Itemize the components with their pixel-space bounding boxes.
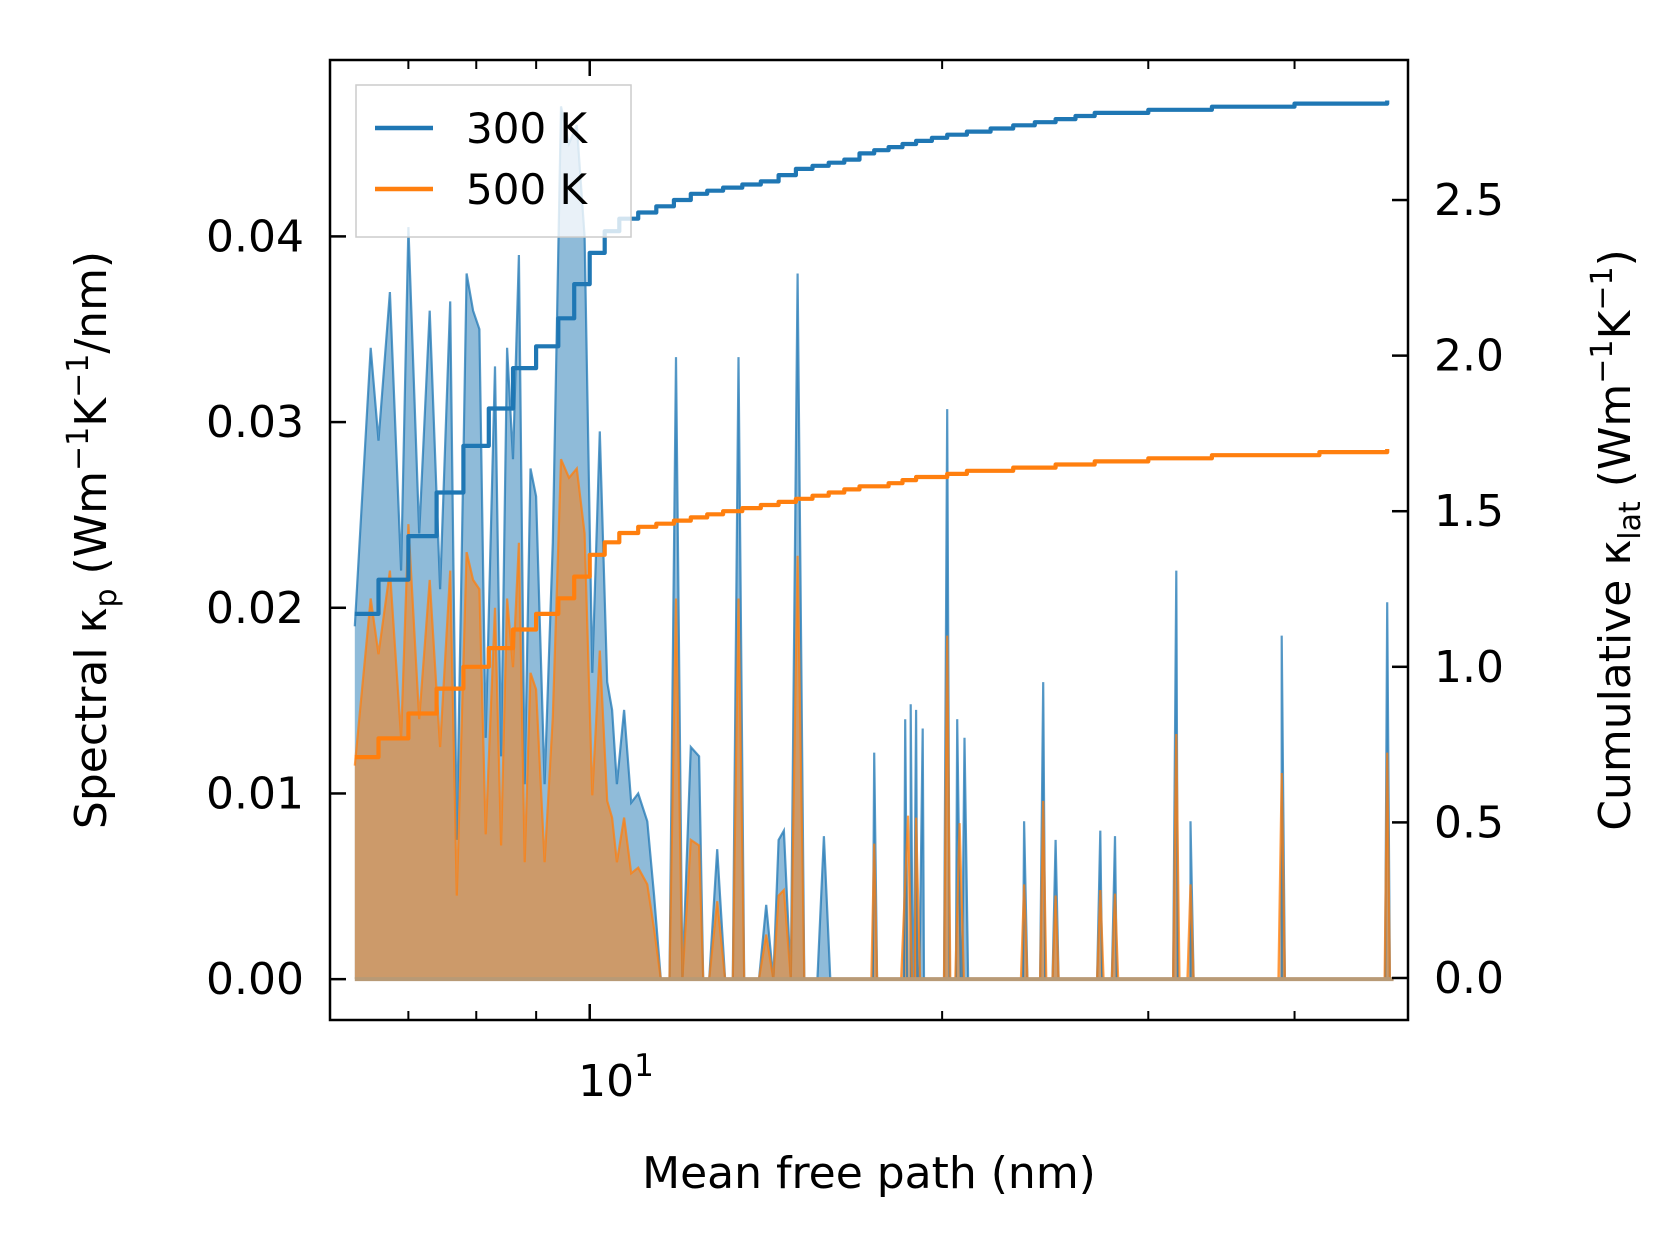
x-axis-label: Mean free path (nm) bbox=[642, 1148, 1096, 1199]
y-left-tick-label: 0.04 bbox=[206, 211, 304, 262]
y-right-tick-label: 2.0 bbox=[1434, 331, 1504, 382]
legend-label-300k: 300 K bbox=[466, 104, 589, 153]
x-tick-label-10: 101 bbox=[578, 1048, 654, 1107]
y-right-tick-label: 0.5 bbox=[1434, 797, 1504, 848]
y-label-left-sup1: −1 bbox=[61, 427, 96, 471]
cumulative-300k-line bbox=[354, 100, 1390, 616]
y-right-tick-label: 1.0 bbox=[1434, 642, 1504, 693]
y-left-tick-label: 0.02 bbox=[206, 583, 304, 634]
y-left-tick-label: 0.00 bbox=[206, 954, 304, 1005]
y-label-right-sup1: −1 bbox=[1585, 339, 1620, 383]
y-axis-label-left: Spectral κp (Wm−1K−1/nm) bbox=[61, 251, 124, 829]
legend-box bbox=[355, 84, 632, 238]
spectral-300k-fill bbox=[354, 106, 1390, 980]
y-axis-label-right: Cumulative κlat (Wm−1K−1) bbox=[1585, 249, 1648, 831]
cumulative-500k-line bbox=[354, 449, 1390, 760]
series-lines bbox=[353, 100, 1394, 982]
axis-ticks: 0.00 0.01 0.02 0.03 0.04 0.0 0.5 1.0 1.5 2.0 2.5 bbox=[206, 60, 1504, 1020]
y-label-right-sup2: −1 bbox=[1585, 266, 1620, 310]
y-right-tick-label: 0.0 bbox=[1434, 953, 1504, 1004]
y-label-right-sub: lat bbox=[1613, 501, 1648, 540]
y-left-tick-label: 0.03 bbox=[206, 397, 304, 448]
y-label-left-sub: p bbox=[89, 588, 124, 607]
plot-frame bbox=[328, 58, 1410, 1022]
y-right-tick-label: 1.5 bbox=[1434, 486, 1504, 537]
legend: 300 K 500 K bbox=[355, 84, 632, 238]
y-left-tick-label: 0.01 bbox=[206, 768, 304, 819]
y-right-tick-label: 2.5 bbox=[1434, 175, 1504, 226]
y-label-left-sup2: −1 bbox=[61, 354, 96, 398]
legend-label-500k: 500 K bbox=[466, 165, 589, 214]
x-tick-label-exp: 1 bbox=[634, 1048, 654, 1084]
